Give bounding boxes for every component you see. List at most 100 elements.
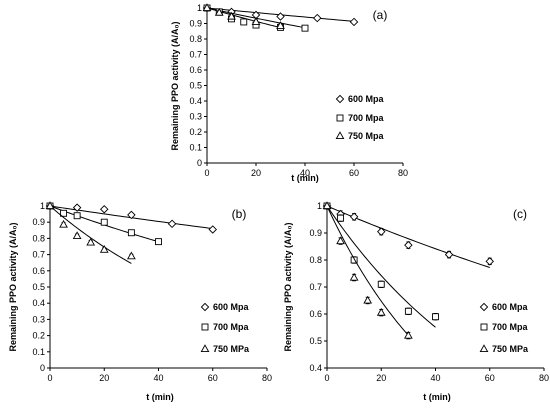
legend-label: 750 MPa [492, 344, 529, 354]
data-point [349, 272, 359, 281]
series-triangle [322, 201, 413, 340]
legend-label: 600 Mpa [213, 302, 250, 312]
x-tick-label: 20 [99, 373, 109, 383]
data-point [404, 240, 413, 250]
y-tick-label: 0.7 [189, 50, 202, 60]
y-tick-label: 1 [197, 3, 202, 13]
x-tick-label: 20 [376, 373, 386, 383]
legend-entry: 750 Mpa [335, 131, 385, 141]
data-point [301, 24, 309, 32]
legend-entry: 600 Mpa [335, 94, 385, 104]
data-point [363, 295, 373, 304]
data-point [214, 7, 224, 16]
y-tick-label: 0.3 [32, 314, 45, 324]
data-point [227, 11, 236, 20]
legend-label: 750 MPa [213, 344, 250, 354]
data-point [240, 18, 248, 26]
data-point [73, 212, 81, 220]
data-point [404, 330, 413, 339]
y-tick-label: 0.8 [32, 233, 45, 243]
y-tick-label: 0.5 [189, 81, 202, 91]
y-tick-label: 0.4 [309, 363, 322, 373]
y-tick-label: 0.8 [309, 255, 322, 265]
legend-entry: 700 Mpa [201, 322, 250, 332]
legend-marker [479, 344, 489, 353]
x-tick-label: 80 [539, 373, 549, 383]
y-tick-label: 0.9 [32, 217, 45, 227]
data-point [432, 313, 439, 321]
y-tick-label: 0.7 [309, 282, 322, 292]
legend-marker [479, 302, 489, 312]
data-point [404, 307, 412, 315]
data-point [127, 251, 136, 260]
x-tick-label: 40 [430, 373, 440, 383]
y-tick-label: 0.8 [189, 34, 202, 44]
fit-line [326, 205, 409, 336]
data-point [86, 237, 96, 246]
y-tick-label: 0.5 [32, 282, 45, 292]
data-point [337, 214, 345, 222]
legend-label: 750 Mpa [348, 131, 385, 141]
legend-label: 600 Mpa [492, 302, 529, 312]
y-axis-label: Remaining PPO activity (A/A₀) [283, 222, 293, 351]
data-point [276, 12, 285, 21]
y-axis-label: Remaining PPO activity (A/A₀) [8, 222, 18, 351]
legend-marker [336, 114, 344, 122]
data-point [485, 257, 494, 266]
data-point [167, 219, 177, 229]
x-tick-label: 80 [262, 373, 272, 383]
data-point [350, 256, 358, 264]
data-point [72, 203, 82, 212]
fit-line [326, 205, 436, 328]
legend-entry: 750 MPa [479, 344, 529, 354]
x-axis-label: t (min) [291, 173, 319, 183]
x-tick-label: 40 [153, 373, 163, 383]
y-tick-label: 0.9 [189, 19, 202, 29]
data-point [349, 212, 359, 222]
legend-entry: 700 Mpa [480, 322, 529, 332]
chart-panel-3: 0.4 0.5 0.6 0.7 0.8 0.9 1 0 20 40 60 80 t (min) Remai… [283, 201, 549, 402]
series-triangle [202, 3, 285, 29]
y-tick-label: 1 [40, 201, 45, 211]
legend-marker [201, 323, 209, 331]
y-tick-label: 0.9 [309, 228, 322, 238]
data-point [313, 13, 322, 23]
data-point [276, 21, 285, 29]
data-point [377, 280, 385, 288]
legend-marker [335, 131, 345, 140]
y-tick-label: 0 [197, 158, 202, 168]
panel-label: (a) [373, 8, 388, 22]
data-point [100, 205, 109, 214]
y-tick-label: 0.1 [189, 143, 202, 153]
y-axis-label: Remaining PPO activity (A/A₀) [170, 21, 180, 150]
legend-entry: 600 Mpa [479, 302, 529, 312]
x-axis-label: t (min) [423, 392, 451, 402]
data-point [155, 238, 162, 246]
y-tick-label: 0.6 [309, 309, 322, 319]
x-tick-label: 80 [398, 168, 408, 178]
x-tick-label: 60 [349, 168, 359, 178]
data-point [202, 3, 212, 12]
legend-entry: 750 MPa [200, 344, 250, 354]
legend-marker [200, 302, 210, 312]
legend-entry: 700 Mpa [336, 113, 385, 123]
y-tick-label: 0.3 [189, 112, 202, 122]
x-axis-label: t (min) [146, 392, 174, 402]
y-tick-label: 0.6 [189, 65, 202, 75]
y-tick-label: 0.4 [32, 298, 45, 308]
y-tick-label: 0.6 [32, 266, 45, 276]
legend-marker [480, 323, 488, 331]
x-tick-label: 0 [204, 168, 209, 178]
data-point [251, 17, 261, 25]
chart-panel-1: 0 0.1 0.2 0.3 0.4 0.5 0.6 0.7 0.8 0.9 1 0 20 40 60 80 t … [170, 3, 408, 183]
y-tick-label: 0 [40, 363, 45, 373]
y-tick-label: 0.7 [32, 250, 45, 260]
legend-marker [200, 344, 210, 353]
x-tick-label: 20 [251, 168, 261, 178]
y-tick-label: 1 [317, 201, 322, 211]
legend-label: 700 Mpa [213, 322, 250, 332]
y-tick-label: 0.2 [32, 331, 45, 341]
data-point [376, 307, 386, 316]
data-point [59, 219, 68, 228]
